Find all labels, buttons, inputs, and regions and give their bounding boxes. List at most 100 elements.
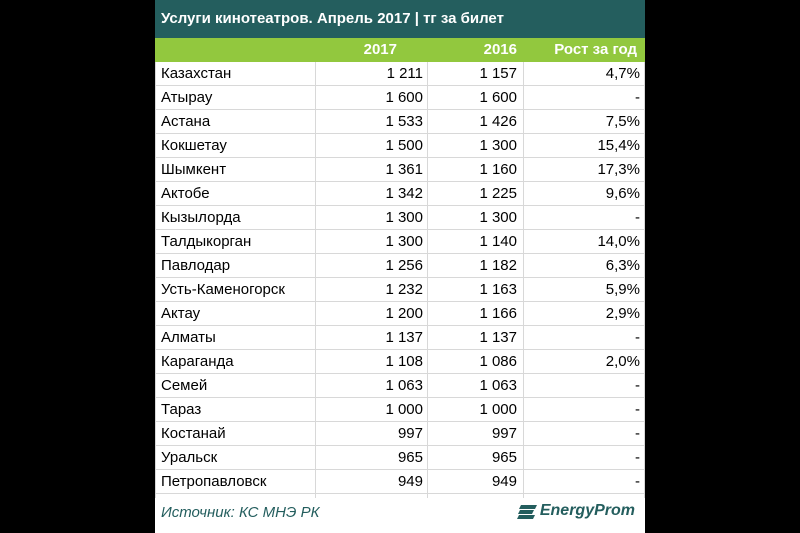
value-cell: 997 <box>491 425 517 442</box>
table-card: Услуги кинотеатров. Апрель 2017 | тг за … <box>155 0 645 533</box>
value-cell: 1 300 <box>479 137 517 154</box>
region-cell: Актау <box>161 305 201 322</box>
value-cell: 15,4% <box>597 137 640 154</box>
table-row: Талдыкорган 1 300 1 140 14,0% <box>155 230 645 254</box>
value-cell: 1 160 <box>479 161 517 178</box>
region-cell: Алматы <box>161 329 216 346</box>
logo: EnergyProm <box>516 502 635 520</box>
value-cell: 1 157 <box>479 65 517 82</box>
table-row: Актобе 1 342 1 225 9,6% <box>155 182 645 206</box>
region-cell: Тараз <box>161 401 202 418</box>
region-cell: Кызылорда <box>161 209 241 226</box>
table-row: Астана 1 533 1 426 7,5% <box>155 110 645 134</box>
value-cell: 17,3% <box>597 161 640 178</box>
value-cell: 1 063 <box>385 377 423 394</box>
value-cell: 949 <box>397 473 423 490</box>
value-cell: 9,6% <box>605 185 640 202</box>
value-cell: 1 140 <box>479 233 517 250</box>
value-cell: 1 166 <box>479 305 517 322</box>
table-row: Тараз 1 000 1 000 - <box>155 398 645 422</box>
value-cell: 1 137 <box>385 329 423 346</box>
table-row: Казахстан 1 211 1 157 4,7% <box>155 62 645 86</box>
value-cell: 4,7% <box>605 65 640 82</box>
table-row: Шымкент 1 361 1 160 17,3% <box>155 158 645 182</box>
value-cell: 6,3% <box>605 257 640 274</box>
value-cell: 965 <box>397 449 423 466</box>
value-cell: - <box>635 377 640 394</box>
table-row: Алматы 1 137 1 137 - <box>155 326 645 350</box>
header-row: 2017 2016 Рост за год <box>155 38 645 62</box>
title: Услуги кинотеатров. Апрель 2017 | тг за … <box>155 0 645 38</box>
value-cell: - <box>635 449 640 466</box>
value-cell: 949 <box>491 473 517 490</box>
value-cell: 1 063 <box>479 377 517 394</box>
table-row: Усть-Каменогорск 1 232 1 163 5,9% <box>155 278 645 302</box>
region-cell: Кокшетау <box>161 137 227 154</box>
logo-icon <box>516 505 537 519</box>
region-cell: Астана <box>161 113 211 130</box>
table-row: Караганда 1 108 1 086 2,0% <box>155 350 645 374</box>
value-cell: 1 342 <box>385 185 423 202</box>
region-cell: Актобе <box>161 185 210 202</box>
table-row: Кызылорда 1 300 1 300 - <box>155 206 645 230</box>
logo-text: EnergyProm <box>539 502 635 520</box>
value-cell: - <box>635 89 640 106</box>
region-cell: Шымкент <box>161 161 227 178</box>
region-cell: Усть-Каменогорск <box>161 281 285 298</box>
table-row: Актау 1 200 1 166 2,9% <box>155 302 645 326</box>
value-cell: 2,9% <box>605 305 640 322</box>
value-cell: 1 108 <box>385 353 423 370</box>
value-cell: - <box>635 401 640 418</box>
value-cell: 1 163 <box>479 281 517 298</box>
region-cell: Уральск <box>161 449 218 466</box>
value-cell: 1 232 <box>385 281 423 298</box>
value-cell: 14,0% <box>597 233 640 250</box>
value-cell: 1 533 <box>385 113 423 130</box>
border <box>315 62 316 498</box>
value-cell: 1 225 <box>479 185 517 202</box>
value-cell: 1 137 <box>479 329 517 346</box>
value-cell: 1 600 <box>385 89 423 106</box>
value-cell: 2,0% <box>605 353 640 370</box>
value-cell: - <box>635 473 640 490</box>
value-cell: 1 600 <box>479 89 517 106</box>
value-cell: 1 300 <box>479 209 517 226</box>
table-row: Семей 1 063 1 063 - <box>155 374 645 398</box>
value-cell: 1 426 <box>479 113 517 130</box>
region-cell: Талдыкорган <box>161 233 252 250</box>
value-cell: 1 361 <box>385 161 423 178</box>
value-cell: 1 256 <box>385 257 423 274</box>
value-cell: 1 086 <box>479 353 517 370</box>
value-cell: 1 300 <box>385 233 423 250</box>
region-cell: Павлодар <box>161 257 231 274</box>
border <box>427 62 428 498</box>
value-cell: - <box>635 425 640 442</box>
source-note: Источник: КС МНЭ РК <box>161 504 320 521</box>
value-cell: 965 <box>491 449 517 466</box>
table-row: Петропавловск 949 949 - <box>155 470 645 494</box>
value-cell: 1 200 <box>385 305 423 322</box>
column-header: 2017 <box>363 41 397 58</box>
table-row: Костанай 997 997 - <box>155 422 645 446</box>
border <box>155 62 156 498</box>
region-cell: Караганда <box>161 353 234 370</box>
region-cell: Семей <box>161 377 208 394</box>
value-cell: 1 000 <box>385 401 423 418</box>
value-cell: - <box>635 209 640 226</box>
value-cell: 1 211 <box>386 65 423 82</box>
value-cell: 997 <box>397 425 423 442</box>
value-cell: 1 182 <box>479 257 517 274</box>
table-row: Атырау 1 600 1 600 - <box>155 86 645 110</box>
value-cell: 1 300 <box>385 209 423 226</box>
border <box>523 62 524 498</box>
table-row: Уральск 965 965 - <box>155 446 645 470</box>
table-row: Павлодар 1 256 1 182 6,3% <box>155 254 645 278</box>
column-header: Рост за год <box>554 41 637 58</box>
value-cell: 5,9% <box>605 281 640 298</box>
border <box>644 62 645 498</box>
region-cell: Казахстан <box>161 65 232 82</box>
value-cell: - <box>635 329 640 346</box>
value-cell: 7,5% <box>605 113 640 130</box>
table-row: Кокшетау 1 500 1 300 15,4% <box>155 134 645 158</box>
